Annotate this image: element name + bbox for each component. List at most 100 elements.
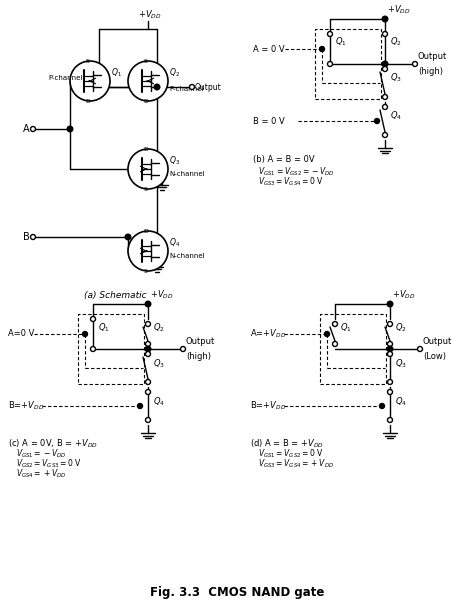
Circle shape <box>380 404 384 409</box>
Text: (high): (high) <box>418 67 443 76</box>
Circle shape <box>146 390 151 395</box>
Circle shape <box>181 347 185 351</box>
Circle shape <box>146 322 151 326</box>
Circle shape <box>418 347 422 351</box>
Text: S: S <box>86 59 90 64</box>
Text: P-channel: P-channel <box>48 75 82 81</box>
Text: D: D <box>144 99 148 104</box>
Circle shape <box>82 331 88 337</box>
Text: $Q_4$: $Q_4$ <box>395 395 407 407</box>
Text: $Q_2$: $Q_2$ <box>169 67 180 79</box>
Circle shape <box>382 16 388 22</box>
Circle shape <box>30 234 36 239</box>
Circle shape <box>332 322 337 326</box>
Circle shape <box>30 127 36 132</box>
Text: (a) Schematic: (a) Schematic <box>84 291 146 300</box>
Circle shape <box>328 62 332 66</box>
Text: Output: Output <box>423 337 452 346</box>
Text: A = 0 V: A = 0 V <box>253 44 284 54</box>
Text: D: D <box>144 229 148 234</box>
Circle shape <box>145 301 151 307</box>
Circle shape <box>146 418 151 423</box>
Circle shape <box>128 61 168 101</box>
Text: $+V_{DD}$: $+V_{DD}$ <box>392 289 416 301</box>
Circle shape <box>382 61 388 67</box>
Circle shape <box>146 342 151 347</box>
Text: A=+$V_{DD}$: A=+$V_{DD}$ <box>250 328 286 340</box>
Text: S: S <box>144 187 148 192</box>
Text: B=+$V_{DD}$: B=+$V_{DD}$ <box>250 400 286 412</box>
Text: (Low): (Low) <box>423 352 446 361</box>
Circle shape <box>383 62 388 66</box>
Circle shape <box>125 234 131 240</box>
Circle shape <box>67 126 73 132</box>
Text: $Q_3$: $Q_3$ <box>169 155 180 167</box>
Circle shape <box>146 379 151 384</box>
Text: S: S <box>144 59 148 64</box>
Text: $Q_4$: $Q_4$ <box>390 110 402 122</box>
Circle shape <box>154 84 160 90</box>
Text: Output: Output <box>195 82 222 91</box>
Text: Output: Output <box>418 52 447 61</box>
Text: (d) A = B = $+V_{DD}$: (d) A = B = $+V_{DD}$ <box>250 437 324 449</box>
Circle shape <box>387 346 393 352</box>
Circle shape <box>146 351 151 356</box>
Circle shape <box>388 342 392 347</box>
Text: (b) A = B = 0V: (b) A = B = 0V <box>253 155 315 164</box>
Text: $V_{GS1} = V_{GS2} = 0$ V: $V_{GS1} = V_{GS2} = 0$ V <box>258 447 324 460</box>
Text: $Q_3$: $Q_3$ <box>390 72 402 85</box>
Circle shape <box>388 390 392 395</box>
Text: $= V_{GS2} = -V_{DD}$: $= V_{GS2} = -V_{DD}$ <box>275 165 335 177</box>
Circle shape <box>388 418 392 423</box>
Text: $Q_2$: $Q_2$ <box>153 321 165 334</box>
Circle shape <box>374 119 380 124</box>
Text: Output: Output <box>186 337 215 346</box>
Circle shape <box>388 351 392 356</box>
Circle shape <box>383 105 388 110</box>
Text: $V_{GS1} = -V_{DD}$: $V_{GS1} = -V_{DD}$ <box>16 447 66 460</box>
Text: $Q_4$: $Q_4$ <box>169 237 180 249</box>
Circle shape <box>387 301 393 307</box>
Circle shape <box>91 317 95 322</box>
Circle shape <box>328 32 332 37</box>
Text: $Q_4$: $Q_4$ <box>153 395 165 407</box>
Circle shape <box>190 85 194 90</box>
Circle shape <box>137 404 143 409</box>
Text: $Q_1$: $Q_1$ <box>111 67 122 79</box>
Circle shape <box>319 46 325 52</box>
Text: $V_{GS4} = +V_{DD}$: $V_{GS4} = +V_{DD}$ <box>16 467 66 479</box>
Circle shape <box>383 133 388 138</box>
Text: $Q_2$: $Q_2$ <box>390 36 402 49</box>
Text: B: B <box>23 232 30 242</box>
Text: $V_{GS2} = V_{GS3} = 0$ V: $V_{GS2} = V_{GS3} = 0$ V <box>16 457 82 470</box>
Circle shape <box>383 94 388 99</box>
Circle shape <box>412 62 418 66</box>
Text: $V_{GS3} = V_{GS4} = 0$ V: $V_{GS3} = V_{GS4} = 0$ V <box>258 175 324 188</box>
Circle shape <box>128 149 168 189</box>
Circle shape <box>128 231 168 271</box>
Text: D: D <box>86 99 91 104</box>
Text: $Q_1$: $Q_1$ <box>335 36 346 49</box>
Text: A: A <box>23 124 30 134</box>
Text: (high): (high) <box>186 352 211 361</box>
Text: $Q_1$: $Q_1$ <box>340 321 352 334</box>
Circle shape <box>332 342 337 347</box>
Text: P-channel: P-channel <box>169 86 203 92</box>
Text: Fig. 3.3  CMOS NAND gate: Fig. 3.3 CMOS NAND gate <box>150 586 324 599</box>
Text: S: S <box>144 269 148 274</box>
Text: $Q_1$: $Q_1$ <box>98 321 109 334</box>
Circle shape <box>325 331 329 337</box>
Circle shape <box>383 66 388 71</box>
Circle shape <box>145 346 151 352</box>
Text: A=0 V: A=0 V <box>8 329 35 339</box>
Text: $Q_3$: $Q_3$ <box>395 357 407 370</box>
Text: $Q_3$: $Q_3$ <box>153 357 165 370</box>
Text: $V_{GS1}$: $V_{GS1}$ <box>258 165 275 177</box>
Text: D: D <box>144 147 148 152</box>
Text: $+V_{DD}$: $+V_{DD}$ <box>138 9 162 21</box>
Circle shape <box>388 379 392 384</box>
Circle shape <box>70 61 110 101</box>
Text: $V_{GS3} = V_{GS4} = +V_{DD}$: $V_{GS3} = V_{GS4} = +V_{DD}$ <box>258 457 334 470</box>
Circle shape <box>91 347 95 351</box>
Text: N-channel: N-channel <box>169 171 205 177</box>
